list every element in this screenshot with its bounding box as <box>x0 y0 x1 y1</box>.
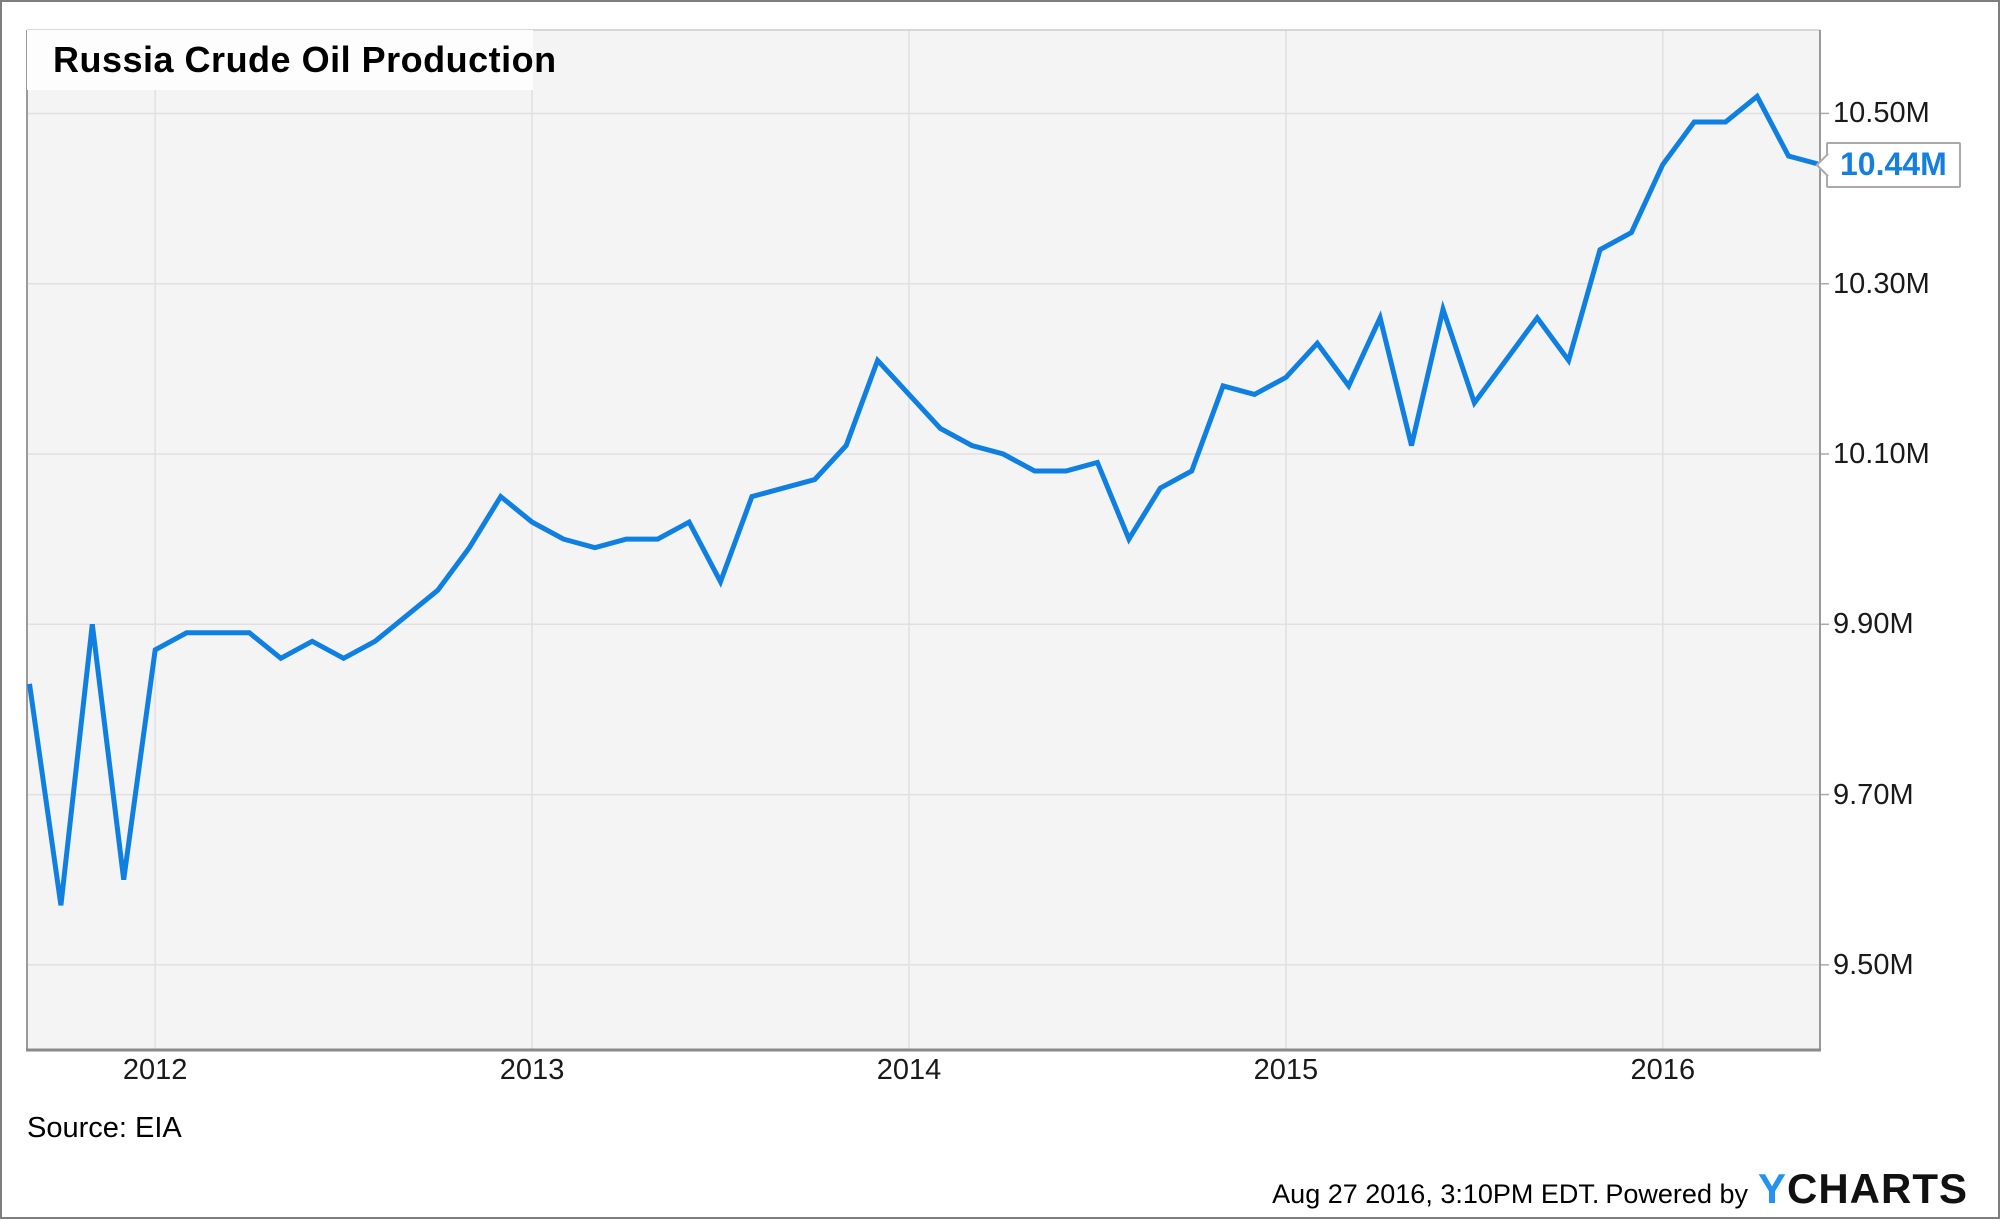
x-axis-label: 2013 <box>499 1054 565 1086</box>
last-value-text: 10.44M <box>1840 146 1947 183</box>
production-line <box>27 92 1821 906</box>
y-axis-label: 10.10M <box>1833 438 1930 470</box>
timestamp: Aug 27 2016, 3:10PM EDT. <box>1272 1179 1600 1209</box>
powered-by-label: Powered by <box>1605 1179 1748 1209</box>
x-axis-label: 2014 <box>876 1054 942 1086</box>
footer: Aug 27 2016, 3:10PM EDT. Powered by YCHA… <box>1272 1165 1968 1213</box>
logo-y: Y <box>1757 1165 1787 1212</box>
y-axis-label: 10.30M <box>1833 267 1930 300</box>
page-title: Russia Crude Oil Production <box>53 39 557 80</box>
y-axis-label: 9.90M <box>1833 608 1914 641</box>
logo-charts: CHARTS <box>1787 1165 1968 1212</box>
ycharts-logo: YCHARTS <box>1758 1165 1968 1213</box>
x-axis-label: 2016 <box>1630 1054 1696 1086</box>
title-box: Russia Crude Oil Production <box>27 30 556 90</box>
x-axis-label: 2012 <box>122 1054 188 1086</box>
y-axis-label: 9.50M <box>1833 948 1914 981</box>
y-axis-label: 9.70M <box>1833 778 1914 811</box>
y-axis-label: 10.50M <box>1833 97 1930 130</box>
plot-background <box>27 30 1820 1050</box>
x-axis-label: 2015 <box>1253 1054 1319 1086</box>
last-value-flag: 10.44M <box>1826 141 1961 188</box>
source-label: Source: EIA <box>27 1112 182 1144</box>
